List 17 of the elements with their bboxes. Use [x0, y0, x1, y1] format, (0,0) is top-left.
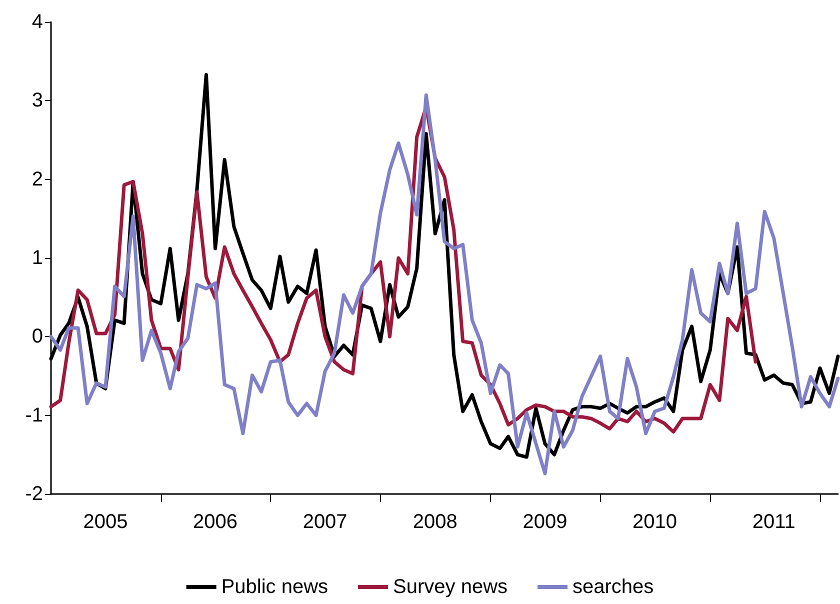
x-tick-label: 2009 — [522, 511, 568, 533]
legend-label: Survey news — [393, 576, 508, 598]
y-tick-label: 1 — [32, 247, 43, 269]
x-tick-label: 2010 — [632, 511, 678, 533]
y-tick-label: 2 — [32, 168, 43, 190]
x-tick-label: 2006 — [193, 511, 238, 533]
y-tick-label: 3 — [32, 90, 43, 112]
x-tick-label: 2008 — [412, 511, 458, 533]
legend-label: searches — [572, 576, 654, 598]
legend-label: Public news — [221, 576, 328, 598]
y-tick-label: 4 — [32, 11, 43, 33]
x-tick-label: 2011 — [752, 511, 796, 533]
x-tick-label: 2005 — [83, 511, 128, 533]
x-tick-label: 2007 — [302, 511, 348, 533]
y-tick-label: -2 — [25, 483, 43, 505]
y-tick-label: -1 — [25, 404, 43, 426]
y-tick-label: 0 — [32, 326, 43, 348]
